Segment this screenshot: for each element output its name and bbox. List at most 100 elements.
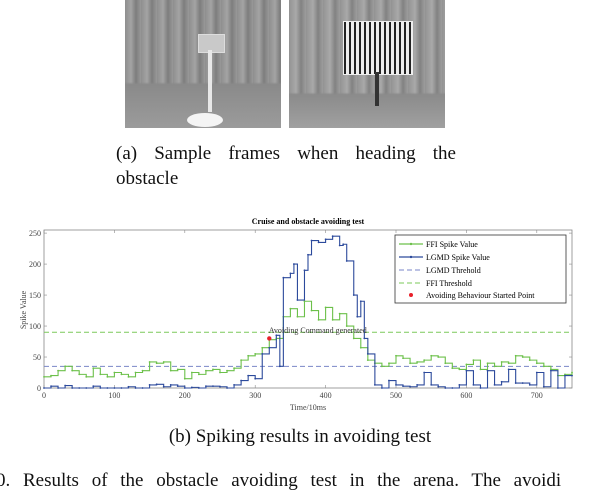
ffi-series-point	[106, 375, 109, 378]
lgmd-series-point	[479, 387, 482, 389]
x-tick-label: 0	[42, 391, 46, 400]
ffi-series-point	[261, 346, 264, 349]
ffi-series-point	[78, 373, 81, 376]
ffi-series-point	[331, 318, 334, 321]
y-tick-label: 50	[33, 353, 41, 362]
lgmd-series-point	[205, 385, 207, 388]
caption-a-line2: obstacle	[116, 168, 179, 189]
x-axis-label: Time/10ms	[290, 403, 326, 412]
x-tick-label: 200	[179, 391, 191, 400]
ffi-series-point	[493, 365, 496, 368]
plot-frame	[43, 229, 573, 389]
y-tick-label: 0	[37, 384, 41, 393]
lgmd-series-point	[451, 387, 454, 389]
x-tick-label: 300	[249, 391, 261, 400]
lgmd-series-point	[43, 387, 45, 389]
lgmd-series-point	[430, 384, 433, 386]
avoiding-start-point	[267, 336, 272, 341]
ffi-series-point	[564, 373, 566, 376]
lgmd-series-point	[296, 299, 299, 301]
x-tick-label: 100	[108, 391, 120, 400]
lgmd-series-point	[183, 387, 186, 389]
ffi-series-point	[352, 337, 355, 340]
ffi-series-point	[57, 369, 59, 372]
ffi-series-point	[542, 365, 545, 368]
lgmd-series-point	[141, 387, 144, 389]
lgmd-series-point	[57, 387, 59, 389]
lgmd-series-point	[363, 337, 366, 340]
ffi-series-point	[197, 373, 200, 376]
ffi-series-point	[303, 300, 306, 303]
ffi-series-point	[402, 357, 404, 360]
x-tick-label: 400	[320, 391, 332, 400]
lgmd-series-point	[465, 369, 468, 372]
ffi-series-point	[549, 368, 552, 371]
ffi-series-point	[254, 353, 257, 355]
legend-ffi: FFI Spike Value	[426, 240, 478, 249]
lgmd-series-point	[64, 384, 67, 387]
lgmd-series-point	[113, 387, 116, 389]
ffi-series-point	[514, 354, 517, 357]
x-tick-label: 700	[531, 391, 543, 400]
ffi-series-point	[388, 362, 390, 365]
ffi-series-point	[289, 307, 292, 310]
lgmd-series-point	[282, 276, 285, 279]
ffi-series-point	[395, 354, 397, 357]
lgmd-series-point	[134, 387, 137, 389]
ffi-series-point	[500, 361, 503, 363]
lgmd-series-point	[486, 369, 489, 372]
y-tick-label: 200	[29, 260, 41, 269]
legend-ffi-threshold: FFI Threshold	[426, 279, 472, 288]
lgmd-series-point	[472, 384, 475, 386]
ffi-series-point	[205, 369, 207, 372]
annotation-avoiding-command: Avoiding Command generated	[269, 326, 367, 335]
ffi-series-point	[507, 362, 510, 365]
lgmd-series-point	[289, 272, 292, 275]
lgmd-series-point	[564, 374, 566, 377]
ffi-series-point	[366, 359, 369, 362]
lgmd-series-point	[535, 371, 538, 374]
ffi-series-point	[155, 362, 158, 365]
ffi-series-point	[451, 367, 454, 370]
lgmd-series-point	[381, 387, 383, 389]
lgmd-series-point	[78, 387, 81, 389]
lgmd-series-point	[359, 300, 362, 303]
ffi-series-point	[226, 369, 228, 372]
lgmd-series-point	[162, 385, 165, 388]
lgmd-series-point	[99, 387, 102, 389]
lgmd-series-point	[261, 353, 264, 355]
ffi-series-point	[472, 359, 475, 362]
legend-lgmd: LGMD Spike Value	[426, 253, 490, 262]
ffi-series-point	[437, 356, 440, 358]
y-tick-label: 100	[29, 322, 41, 331]
legend: FFI Spike Value LGMD Spike Value LGMD Th…	[394, 234, 567, 304]
lgmd-series-point	[528, 384, 531, 386]
ffi-series-point	[338, 312, 341, 315]
lgmd-series-point	[331, 235, 334, 238]
ffi-series-point	[169, 369, 172, 372]
lgmd-series-point	[197, 387, 200, 389]
lgmd-series-point	[50, 385, 52, 388]
lgmd-series-point	[423, 371, 426, 374]
ffi-series-point	[458, 368, 461, 371]
lgmd-series-point	[85, 387, 88, 389]
lgmd-series-point	[212, 385, 214, 388]
ffi-series-point	[310, 309, 313, 312]
obstacle-board	[343, 21, 413, 75]
lgmd-series-point	[416, 384, 419, 386]
lgmd-series-point	[514, 382, 517, 384]
obstacle-base	[187, 113, 223, 127]
lgmd-series-point	[127, 385, 130, 388]
lgmd-series-point	[521, 382, 524, 384]
lgmd-series-point	[293, 263, 295, 265]
ffi-series-point	[176, 368, 179, 371]
legend-start-point: Avoiding Behaviour Started Point	[426, 291, 535, 300]
ffi-series-point	[465, 363, 468, 366]
ffi-series-point	[247, 354, 250, 357]
lgmd-series-point	[507, 368, 510, 371]
x-tick-label: 600	[460, 391, 472, 400]
y-tick-label: 250	[29, 229, 41, 238]
lgmd-series-point	[268, 346, 271, 349]
ffi-series-point	[141, 369, 144, 372]
